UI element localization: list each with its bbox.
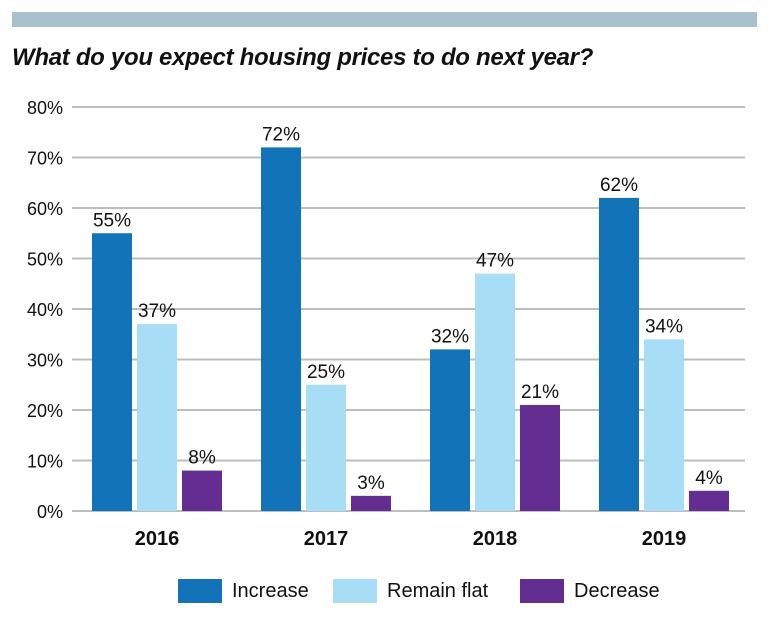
y-tick-label: 10% xyxy=(27,452,63,472)
data-label-increase-2017: 72% xyxy=(262,124,300,145)
y-tick-label: 60% xyxy=(27,199,63,219)
legend-item-decrease: Decrease xyxy=(520,576,660,606)
x-tick-label-2017: 2017 xyxy=(304,528,349,550)
y-tick-label: 50% xyxy=(27,250,63,270)
y-tick-label: 20% xyxy=(27,401,63,421)
header-band xyxy=(12,12,757,27)
bar-increase-2017 xyxy=(261,147,301,511)
legend: Increase Remain flat Decrease xyxy=(0,576,770,606)
bar-decrease-2018 xyxy=(520,404,560,511)
bar-remain-flat-2018 xyxy=(475,273,515,511)
bar-increase-2016 xyxy=(92,233,132,511)
y-tick-label: 0% xyxy=(37,502,63,522)
data-label-increase-2019: 62% xyxy=(600,175,638,196)
y-tick-label: 70% xyxy=(27,149,63,169)
y-tick-label: 30% xyxy=(27,351,63,371)
legend-swatch-remain-flat xyxy=(333,579,377,603)
chart-title: What do you expect housing prices to do … xyxy=(12,44,594,71)
bar-remain-flat-2017 xyxy=(306,384,346,511)
legend-label-decrease: Decrease xyxy=(574,579,660,602)
data-label-decrease-2018: 21% xyxy=(521,382,559,403)
bar-decrease-2019 xyxy=(689,490,729,511)
x-tick-label-2016: 2016 xyxy=(135,528,180,550)
legend-item-remain-flat: Remain flat xyxy=(333,576,488,606)
data-label-remain-flat-2017: 25% xyxy=(307,362,345,383)
bar-increase-2018 xyxy=(430,349,470,511)
bar-decrease-2017 xyxy=(351,495,391,511)
x-axis-labels: 2016 2017 2018 2019 xyxy=(135,528,687,550)
data-label-increase-2018: 32% xyxy=(431,326,469,347)
bar-remain-flat-2019 xyxy=(644,339,684,511)
y-tick-label: 80% xyxy=(27,98,63,118)
data-label-remain-flat-2019: 34% xyxy=(645,316,683,337)
data-label-remain-flat-2016: 37% xyxy=(138,301,176,322)
legend-swatch-increase xyxy=(178,579,222,603)
legend-label-increase: Increase xyxy=(232,579,309,602)
bars xyxy=(92,147,729,511)
data-label-decrease-2017: 3% xyxy=(357,473,385,494)
y-tick-label: 40% xyxy=(27,300,63,320)
bar-increase-2019 xyxy=(599,197,639,511)
bar-decrease-2016 xyxy=(182,470,222,511)
data-label-remain-flat-2018: 47% xyxy=(476,251,514,272)
data-labels: 55% 37% 8% 72% 25% 3% 32% 47% 21% 62% 34% 4% xyxy=(93,124,723,493)
x-tick-label-2019: 2019 xyxy=(642,528,687,550)
data-label-decrease-2019: 4% xyxy=(695,468,723,489)
legend-swatch-decrease xyxy=(520,579,564,603)
data-label-decrease-2016: 8% xyxy=(188,448,216,469)
legend-item-increase: Increase xyxy=(178,576,309,606)
bar-remain-flat-2016 xyxy=(137,324,177,511)
x-tick-label-2018: 2018 xyxy=(473,528,518,550)
y-axis-ticks: 0% 10% 20% 30% 40% 50% 60% 70% 80% xyxy=(27,98,63,522)
legend-label-remain-flat: Remain flat xyxy=(387,579,489,602)
data-label-increase-2016: 55% xyxy=(93,210,131,231)
